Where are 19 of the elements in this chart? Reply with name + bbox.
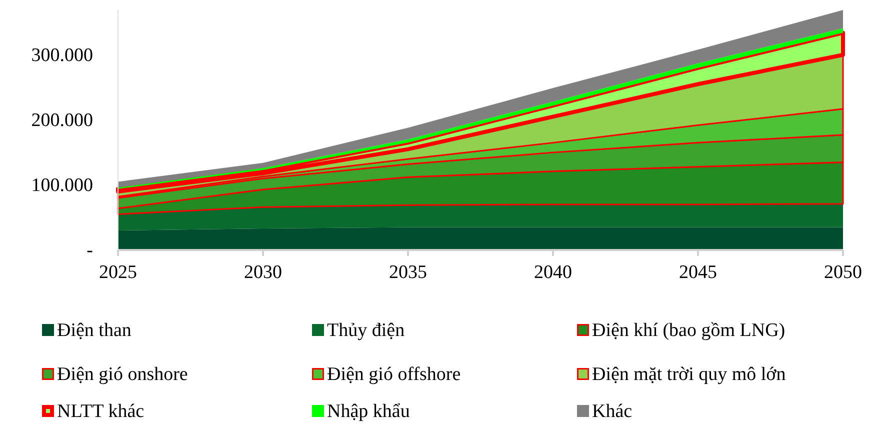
y-tick-label: 100.000: [31, 174, 93, 196]
x-tick-label: 2030: [244, 262, 282, 283]
x-tick-label: 2050: [824, 262, 862, 283]
legend-label: Nhập khẩu: [327, 401, 410, 422]
legend-label: Khác: [592, 401, 632, 422]
legend-label: Thủy điện: [327, 320, 406, 341]
legend-label: Điện mặt trời quy mô lớn: [592, 364, 786, 385]
legend-label: Điện than: [57, 320, 132, 341]
x-tick-label: 2040: [534, 262, 572, 283]
y-tick-label: 300.000: [31, 44, 93, 66]
legend-label: Điện gió onshore: [57, 364, 188, 385]
legend-label: Điện khí (bao gồm LNG): [592, 320, 786, 341]
x-tick-label: 2045: [679, 262, 717, 283]
y-tick-label: 200.000: [31, 110, 93, 131]
y-tick-label: -: [86, 240, 93, 261]
legend-label: Điện gió offshore: [327, 364, 461, 385]
x-tick-label: 2025: [99, 262, 137, 283]
x-tick-label: 2035: [389, 262, 427, 283]
legend-label: NLTT khác: [57, 401, 144, 422]
